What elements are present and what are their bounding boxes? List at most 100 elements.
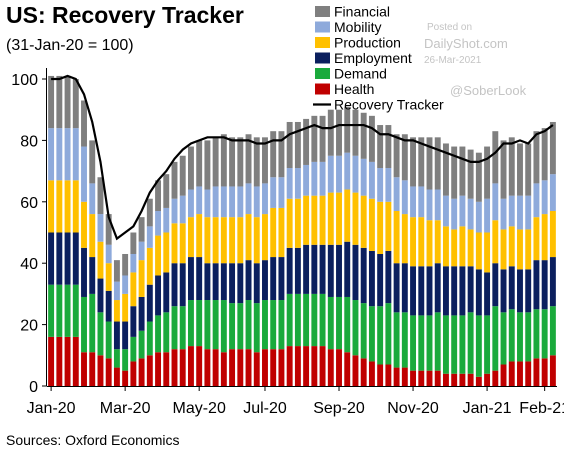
bar-employment-53 bbox=[484, 272, 491, 316]
bar-employment-28 bbox=[278, 257, 285, 301]
bar-financial-8 bbox=[113, 260, 120, 282]
bar-mobility-36 bbox=[344, 152, 351, 190]
x-tick-label-may-20: May-20 bbox=[172, 400, 225, 417]
bar-health-53 bbox=[484, 373, 491, 386]
bar-health-9 bbox=[122, 370, 129, 386]
bar-financial-36 bbox=[344, 106, 351, 153]
y-tick-label-0: 0 bbox=[29, 379, 38, 396]
bar-financial-44 bbox=[410, 137, 417, 187]
bar-employment-15 bbox=[171, 263, 178, 307]
legend-label-health: Health bbox=[334, 81, 374, 97]
bar-financial-30 bbox=[294, 121, 301, 169]
bar-production-34 bbox=[327, 192, 334, 245]
bar-health-35 bbox=[336, 349, 342, 386]
bar-production-30 bbox=[294, 198, 301, 248]
bar-production-42 bbox=[393, 211, 400, 264]
bar-employment-51 bbox=[467, 266, 474, 313]
bar-mobility-30 bbox=[294, 168, 301, 199]
bar-production-28 bbox=[278, 207, 285, 258]
bar-demand-10 bbox=[130, 336, 137, 362]
bar-production-55 bbox=[500, 229, 507, 270]
bar-employment-59 bbox=[533, 260, 540, 310]
bar-demand-17 bbox=[187, 300, 194, 347]
bar-financial-2 bbox=[64, 75, 71, 129]
bar-employment-36 bbox=[344, 241, 351, 297]
bar-employment-12 bbox=[146, 284, 153, 322]
bar-employment-47 bbox=[434, 263, 441, 313]
bar-mobility-41 bbox=[385, 168, 392, 202]
bar-production-32 bbox=[311, 195, 318, 245]
bar-demand-47 bbox=[434, 312, 441, 371]
legend-label-employment: Employment bbox=[334, 50, 412, 66]
watermark-posted: Posted on bbox=[427, 22, 473, 33]
bar-demand-52 bbox=[475, 315, 482, 377]
legend-swatch-employment bbox=[315, 52, 330, 64]
bar-health-38 bbox=[360, 358, 367, 386]
bar-demand-31 bbox=[303, 293, 310, 347]
bar-mobility-42 bbox=[393, 177, 400, 212]
bar-production-25 bbox=[253, 217, 260, 264]
bar-employment-23 bbox=[237, 263, 244, 304]
bar-employment-56 bbox=[508, 266, 515, 310]
bar-employment-40 bbox=[377, 253, 384, 307]
bar-demand-16 bbox=[179, 306, 186, 350]
bar-health-33 bbox=[319, 346, 326, 386]
bar-financial-59 bbox=[533, 131, 540, 184]
bar-production-4 bbox=[81, 201, 87, 248]
bar-mobility-18 bbox=[196, 186, 203, 215]
bar-demand-59 bbox=[533, 309, 540, 359]
bar-health-61 bbox=[549, 355, 556, 386]
bar-mobility-48 bbox=[442, 195, 449, 227]
bar-financial-22 bbox=[229, 137, 236, 187]
bar-mobility-21 bbox=[220, 186, 227, 218]
bar-employment-5 bbox=[89, 257, 96, 294]
bar-health-24 bbox=[245, 349, 252, 386]
bar-mobility-10 bbox=[130, 253, 137, 273]
bar-health-7 bbox=[105, 358, 112, 386]
bar-employment-32 bbox=[311, 244, 318, 294]
bar-financial-27 bbox=[270, 131, 277, 178]
bar-production-1 bbox=[56, 180, 63, 233]
bar-mobility-24 bbox=[245, 183, 252, 215]
bar-financial-23 bbox=[237, 137, 244, 187]
bar-employment-44 bbox=[410, 266, 417, 316]
bar-production-47 bbox=[434, 220, 441, 264]
bar-employment-31 bbox=[303, 244, 310, 294]
bar-financial-51 bbox=[467, 149, 474, 199]
bar-production-22 bbox=[229, 217, 236, 264]
bar-mobility-11 bbox=[138, 241, 145, 261]
bar-financial-55 bbox=[500, 140, 507, 199]
bar-mobility-50 bbox=[459, 195, 466, 227]
bar-health-60 bbox=[541, 358, 548, 386]
bar-mobility-53 bbox=[484, 198, 491, 233]
x-tick-label-sep-20: Sep-20 bbox=[313, 400, 365, 417]
bar-health-44 bbox=[410, 370, 417, 386]
bar-demand-14 bbox=[163, 312, 170, 353]
bar-production-29 bbox=[286, 198, 293, 248]
bar-employment-57 bbox=[517, 269, 523, 313]
bar-mobility-4 bbox=[81, 146, 87, 202]
bar-mobility-12 bbox=[146, 226, 153, 248]
bar-employment-60 bbox=[541, 260, 548, 310]
bar-production-24 bbox=[245, 214, 252, 261]
bar-production-48 bbox=[442, 226, 449, 267]
bar-employment-3 bbox=[72, 232, 79, 285]
bar-health-10 bbox=[130, 361, 137, 386]
bar-production-61 bbox=[549, 211, 556, 258]
chart-subtitle: (31-Jan-20 = 100) bbox=[6, 37, 134, 54]
bar-health-42 bbox=[393, 367, 400, 386]
bar-health-21 bbox=[220, 352, 227, 386]
bar-health-20 bbox=[212, 349, 219, 386]
bar-demand-3 bbox=[72, 284, 79, 337]
bar-employment-7 bbox=[105, 290, 112, 322]
bar-mobility-49 bbox=[451, 198, 458, 230]
bar-mobility-25 bbox=[253, 186, 260, 218]
bar-health-4 bbox=[81, 352, 87, 386]
x-axis-ticks: Jan-20 Mar-20 May-20 Jul-20 Sep-20 Nov-20 Jan-… bbox=[27, 386, 564, 417]
bar-mobility-2 bbox=[64, 128, 71, 181]
bar-financial-40 bbox=[377, 125, 384, 169]
bar-production-52 bbox=[475, 232, 482, 270]
bar-health-3 bbox=[72, 336, 79, 386]
bar-demand-32 bbox=[311, 293, 318, 347]
